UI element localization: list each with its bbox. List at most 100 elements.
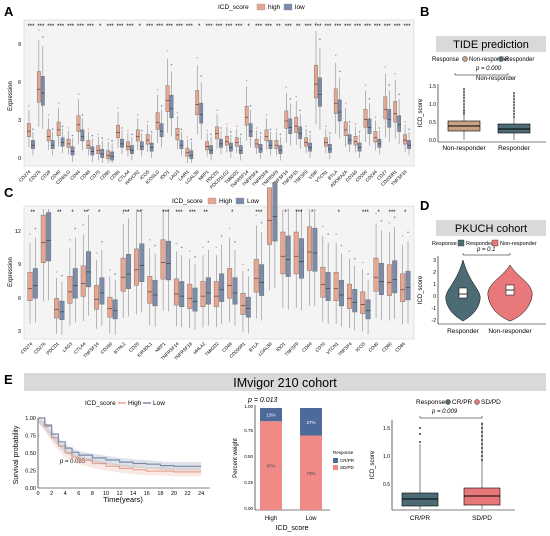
box-high-ido1 [280,209,286,308]
outlier [380,220,383,222]
box [135,129,140,142]
outlier [180,128,183,131]
significance-star: ** [296,24,301,30]
box-high-cd244 [373,116,378,151]
box [284,110,289,129]
panel-b-title: TIDE prediction [453,39,529,51]
panel-a-legend-high-label: high [268,4,281,11]
outlier [111,139,113,142]
box [304,137,308,147]
bar-xtick: Low [305,516,317,522]
box [254,138,259,148]
box [240,293,246,315]
km-xtick: 18 [157,491,163,497]
significance-star: ** [203,210,208,216]
panel-b-box-responder [497,92,531,140]
km-xtick: 20 [171,491,177,497]
bar-segment-crpr-low [300,408,322,436]
significance-star: *** [364,24,372,30]
bar-xtick: High [265,516,277,522]
panel-b-ytick: 1.5 [429,84,436,90]
panel-d-legend-nonresponder: Non-responder [500,241,537,247]
box-low-cd44 [80,114,85,150]
panel-d-legend-responder: Responder [466,241,493,247]
outlier [230,131,232,133]
bar-label-crpr: 13% [266,413,275,418]
gene-label: ICOS [355,341,366,352]
outlier [34,227,37,230]
significance-star: *** [324,24,332,30]
outlier [334,54,337,57]
significance-star: *** [265,24,273,30]
outlier [206,129,208,132]
box [66,138,71,148]
panel-b-ytick: 0.0 [429,138,436,144]
box-low-tnfrsf14 [248,104,253,148]
box [99,277,105,305]
box [165,240,171,281]
box-high-cd276 [40,209,46,302]
outlier [255,214,258,217]
km-legend-high: High [128,400,142,407]
outlier [287,209,290,211]
box-low-pdcd1 [219,127,223,155]
significance-star: *** [57,24,65,30]
box [134,248,139,286]
panel-b-legend-title: Response [432,57,460,63]
box [112,299,118,320]
box-high-cd200 [363,84,368,142]
significance-star: *** [374,24,382,30]
box-low-lgals9 [272,182,278,289]
outlier [361,261,364,264]
outlier [186,136,189,138]
km-curve-high [38,417,202,473]
significance-star: *** [235,24,243,30]
panel-c-legend-title: ICD_score [172,198,203,205]
box-high-vsir [314,22,318,125]
significance-star: ** [84,210,89,216]
panel-b-pvalue: p = 0.000 [475,66,502,72]
significance-star: *** [37,24,45,30]
box [298,126,303,140]
ebox-bracket [419,416,483,419]
km-ytick: 0.50 [25,451,36,457]
box-low-tnfrsf4 [258,132,263,160]
box-high-tnfsf18 [403,120,407,152]
outlier [127,129,129,132]
box [90,146,95,156]
panel-d-ytick: 2 [433,270,436,276]
box-high-cd48 [227,227,233,323]
box [187,283,193,309]
box [312,227,318,272]
box-high-cd86 [400,235,406,325]
panel-b-legend-nonresponder: Non-responder [469,57,509,63]
box-high-lgals9 [267,187,273,291]
outlier [239,133,242,136]
bar-legend-sdpd-swatch [333,465,338,470]
outlier [335,233,337,235]
significance-star: *** [285,24,293,30]
outlier [141,129,143,132]
km-ytick: 1.00 [25,416,36,422]
box [338,279,344,307]
panel-d-legend-title: Response [432,241,457,247]
outlier [47,209,50,211]
panel-c-letter: C [4,185,14,200]
outlier [348,120,351,123]
panel-c-ytick: 9 [18,262,21,268]
significance-star: *** [225,24,233,30]
box [373,257,379,292]
box [377,138,382,148]
box-low-cd274 [32,227,38,323]
km-xtick: 24 [198,491,204,497]
box [346,283,352,309]
outlier [327,233,329,235]
box-low-vtcn1 [327,132,332,160]
gene-label: CD276 [28,169,42,183]
significance-star: *** [162,210,170,216]
outlier [69,239,71,241]
outlier [384,65,387,68]
box-high-cd200r1 [240,263,246,332]
box-high-adora2a [343,102,348,147]
box-low-nrp1 [209,133,213,161]
